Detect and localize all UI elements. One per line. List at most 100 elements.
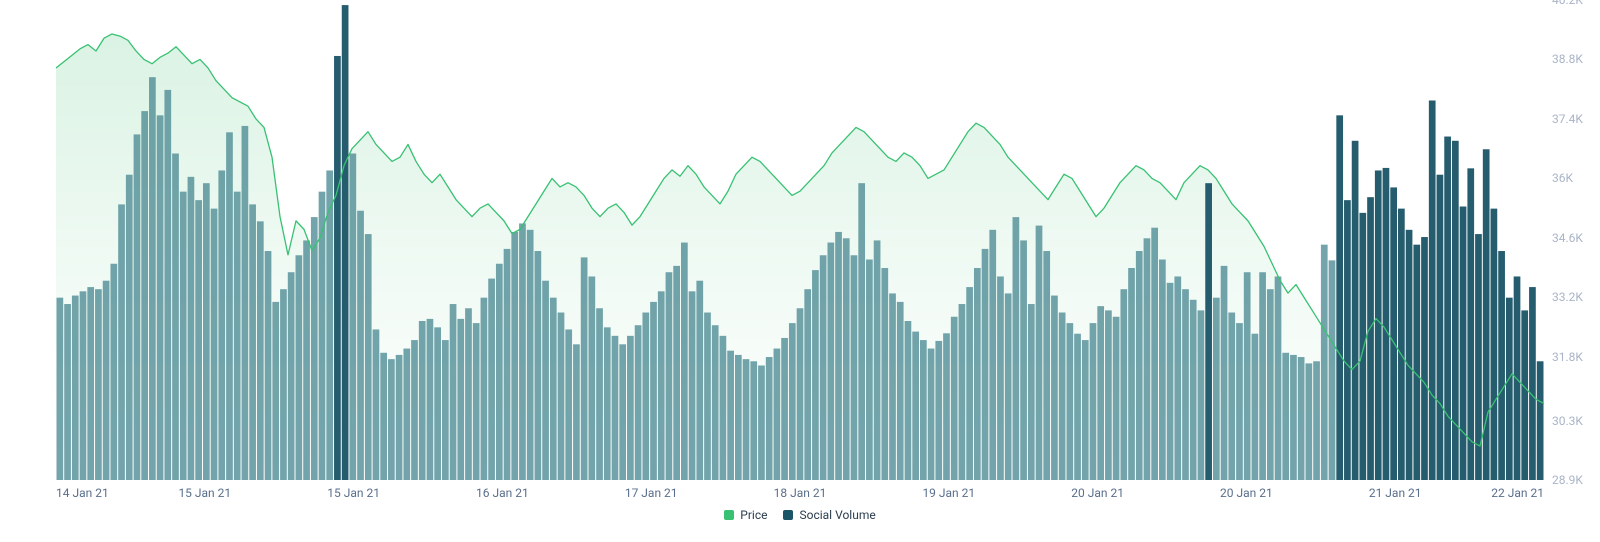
bar <box>750 361 757 480</box>
bar <box>1429 100 1436 480</box>
bar <box>535 251 542 480</box>
bar <box>774 349 781 480</box>
bar <box>619 344 626 480</box>
x-tick-label: 17 Jan 21 <box>625 486 678 500</box>
bar <box>1213 298 1220 480</box>
bar <box>504 249 511 480</box>
bar <box>1359 213 1366 480</box>
bar <box>1352 141 1359 480</box>
bar <box>311 217 318 480</box>
bar <box>357 211 364 480</box>
bar <box>380 353 387 480</box>
bar <box>465 308 472 480</box>
bar <box>581 257 588 480</box>
y-right-tick-label: 34.6K <box>1552 231 1583 245</box>
bar <box>858 183 865 480</box>
bar <box>280 289 287 480</box>
bar <box>596 308 603 480</box>
bar <box>1282 353 1289 480</box>
bar <box>249 204 256 480</box>
bar <box>989 230 996 480</box>
bar <box>1097 306 1104 480</box>
bar <box>1221 266 1228 480</box>
bar <box>427 319 434 480</box>
bar <box>905 321 912 480</box>
bar <box>1398 209 1405 480</box>
bar <box>326 170 333 480</box>
x-tick-label: 20 Jan 21 <box>1220 486 1273 500</box>
bar <box>157 115 164 480</box>
bar <box>1390 187 1397 480</box>
y-right-tick-label: 33.2K <box>1552 290 1583 304</box>
bar <box>180 192 187 480</box>
legend-item: Price <box>724 508 767 522</box>
bar <box>920 340 927 480</box>
bar <box>72 296 79 480</box>
bar <box>997 276 1004 480</box>
bar <box>812 270 819 480</box>
bar <box>627 336 634 480</box>
bar <box>542 281 549 480</box>
bar <box>666 272 673 480</box>
bar <box>1182 289 1189 480</box>
bar <box>373 329 380 480</box>
bar <box>457 319 464 480</box>
bar <box>1444 137 1451 480</box>
bar <box>588 276 595 480</box>
bar <box>118 204 125 480</box>
bar <box>141 111 148 480</box>
bar <box>226 132 233 480</box>
bar <box>558 313 565 480</box>
bar <box>1298 357 1305 480</box>
bar <box>218 170 225 480</box>
bar <box>1128 268 1135 480</box>
bar <box>195 200 202 480</box>
bar <box>720 336 727 480</box>
bar <box>743 359 750 480</box>
bar <box>635 325 642 480</box>
bar <box>943 333 950 480</box>
bar <box>1043 251 1050 480</box>
bar <box>974 268 981 480</box>
bar <box>1375 170 1382 480</box>
bar <box>673 266 680 480</box>
bar <box>1336 115 1343 480</box>
bar <box>1205 183 1212 480</box>
bar <box>496 264 503 480</box>
bar <box>488 279 495 480</box>
bar <box>573 344 580 480</box>
bar <box>242 126 249 480</box>
bar <box>1074 334 1081 480</box>
bar <box>396 355 403 480</box>
bar <box>403 349 410 480</box>
x-tick-label: 14 Jan 21 <box>56 486 109 500</box>
bar <box>1275 276 1282 480</box>
bar <box>689 291 696 480</box>
bar <box>1498 251 1505 480</box>
bar <box>257 221 264 480</box>
bar <box>1013 217 1020 480</box>
bar <box>612 336 619 480</box>
bar <box>1329 260 1336 480</box>
bar <box>450 304 457 480</box>
bar <box>1460 207 1467 481</box>
bar <box>928 349 935 480</box>
bar <box>1413 245 1420 480</box>
x-tick-label: 21 Jan 21 <box>1369 486 1422 500</box>
bar <box>64 304 71 480</box>
legend-label: Social Volume <box>799 508 875 522</box>
bar <box>1005 293 1012 480</box>
bar <box>388 359 395 480</box>
bar <box>1421 237 1428 480</box>
x-tick-label: 19 Jan 21 <box>922 486 975 500</box>
bar <box>334 56 341 480</box>
y-right-tick-label: 40.2K <box>1552 0 1583 7</box>
bar <box>411 340 418 480</box>
bar <box>1051 296 1058 480</box>
bar <box>696 281 703 480</box>
bar <box>1036 226 1043 480</box>
bar <box>866 260 873 480</box>
bar <box>110 264 117 480</box>
y-right-tick-label: 28.9K <box>1552 473 1583 487</box>
bar <box>1437 175 1444 480</box>
